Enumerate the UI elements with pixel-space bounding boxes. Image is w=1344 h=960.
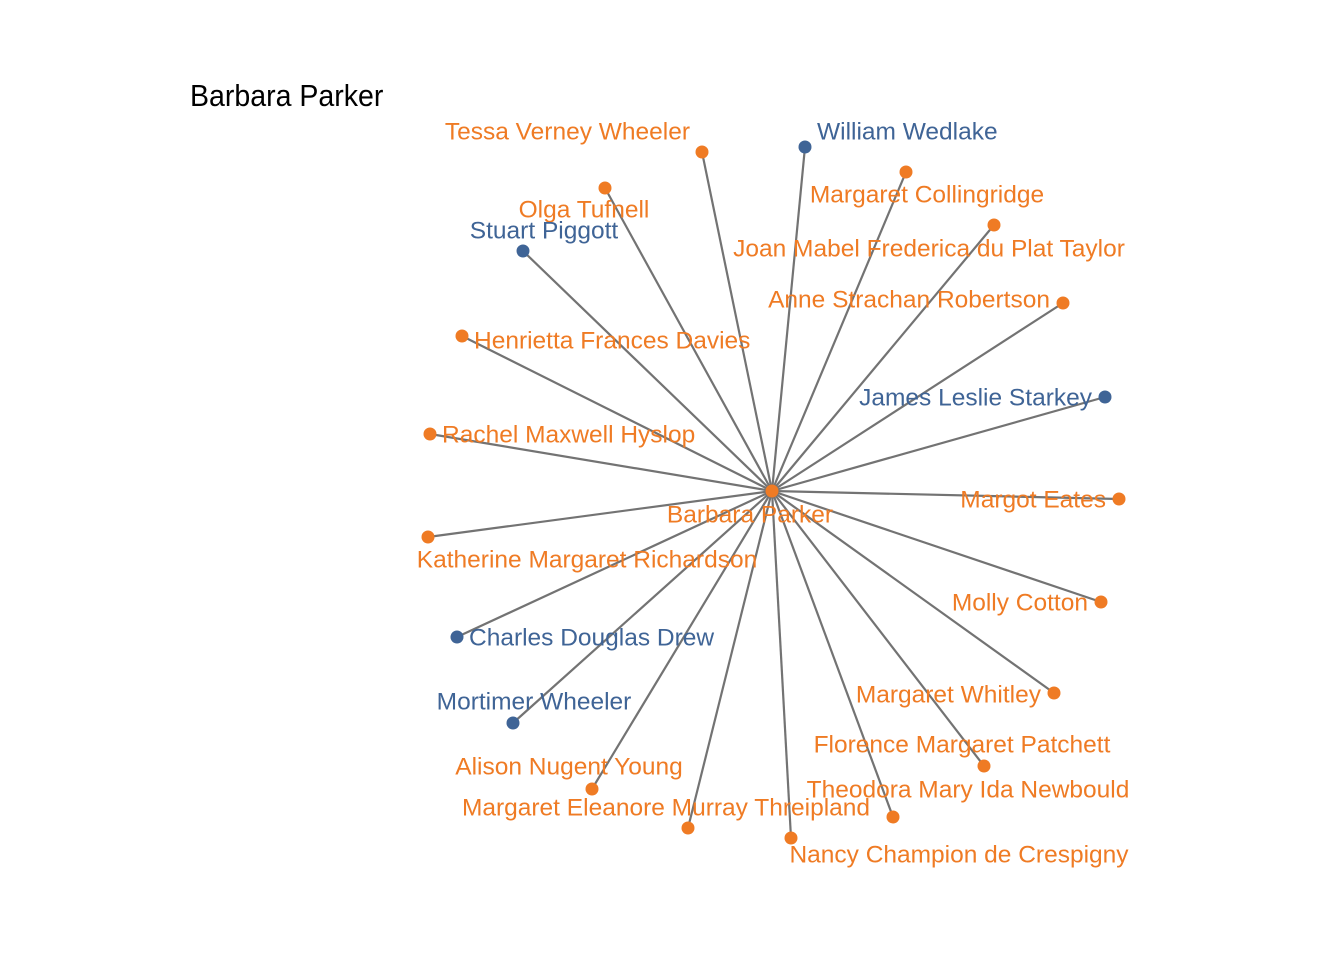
edge-william-wedlake (770, 146, 807, 492)
node-james-leslie-starkey (1098, 390, 1112, 404)
edge-james-leslie-starkey (771, 395, 1106, 493)
node-label-anne-strachan-robertson: Anne Strachan Robertson (768, 286, 1050, 313)
node-label-james-leslie-starkey: James Leslie Starkey (859, 384, 1093, 411)
node-barbara-parker (765, 484, 779, 498)
edge-mortimer-wheeler (512, 490, 773, 724)
node-label-margaret-whitley: Margaret Whitley (856, 681, 1042, 708)
node-label-margaret-eleanore-murray-threipland: Margaret Eleanore Murray Threipland (462, 794, 870, 821)
node-label-william-wedlake: William Wedlake (817, 118, 998, 145)
edge-katherine-margaret-richardson (427, 489, 773, 539)
edge-florence-margaret-patchett (771, 490, 985, 767)
node-label-katherine-margaret-richardson: Katherine Margaret Richardson (417, 546, 757, 573)
edge-alison-nugent-young (591, 490, 773, 790)
node-label-molly-cotton: Molly Cotton (952, 589, 1088, 616)
node-label-nancy-champion-de-crespigny: Nancy Champion de Crespigny (789, 841, 1129, 868)
edge-tessa-verney-wheeler (700, 151, 774, 492)
node-label-tessa-verney-wheeler: Tessa Verney Wheeler (445, 118, 690, 145)
node-margaret-collingridge (899, 165, 913, 179)
edge-nancy-champion-de-crespigny (770, 490, 793, 839)
edge-joan-mabel-frederica-du-plat-taylor (771, 224, 995, 492)
edge-olga-tufnell (604, 187, 773, 492)
nodes-layer (421, 140, 1126, 845)
node-alison-nugent-young (585, 782, 599, 796)
node-label-henrietta-frances-davies: Henrietta Frances Davies (474, 327, 750, 354)
node-mortimer-wheeler (506, 716, 520, 730)
node-label-margot-eates: Margot Eates (960, 486, 1106, 513)
node-label-barbara-parker: Barbara Parker (667, 501, 833, 528)
edges-layer (427, 146, 1120, 839)
diagram-title: Barbara Parker (190, 78, 384, 113)
edge-anne-strachan-robertson (771, 302, 1064, 492)
node-margaret-eleanore-murray-threipland (681, 821, 695, 835)
node-label-margaret-collingridge: Margaret Collingridge (810, 181, 1044, 208)
node-florence-margaret-patchett (977, 759, 991, 773)
node-tessa-verney-wheeler (695, 145, 709, 159)
node-rachel-maxwell-hyslop (423, 427, 437, 441)
edge-rachel-maxwell-hyslop (429, 432, 773, 493)
node-label-charles-douglas-drew: Charles Douglas Drew (469, 624, 714, 651)
node-charles-douglas-drew (450, 630, 464, 644)
edge-stuart-piggott (522, 250, 773, 492)
edge-margot-eates (771, 489, 1120, 501)
edge-henrietta-frances-davies (461, 335, 773, 492)
node-label-olga-tufnell: Olga Tufnell (519, 196, 650, 223)
node-joan-mabel-frederica-du-plat-taylor (987, 218, 1001, 232)
node-margot-eates (1112, 492, 1126, 506)
edge-molly-cotton (771, 489, 1102, 604)
node-henrietta-frances-davies (455, 329, 469, 343)
node-label-stuart-piggott: Stuart Piggott (470, 217, 619, 244)
node-anne-strachan-robertson (1056, 296, 1070, 310)
node-label-theodora-mary-ida-newbould: Theodora Mary Ida Newbould (807, 776, 1130, 803)
node-stuart-piggott (516, 244, 530, 258)
node-label-rachel-maxwell-hyslop: Rachel Maxwell Hyslop (442, 421, 695, 448)
node-william-wedlake (798, 140, 812, 154)
node-label-mortimer-wheeler: Mortimer Wheeler (437, 688, 632, 715)
edge-charles-douglas-drew (456, 490, 773, 638)
node-label-florence-margaret-patchett: Florence Margaret Patchett (814, 731, 1111, 758)
node-label-alison-nugent-young: Alison Nugent Young (455, 753, 683, 780)
node-molly-cotton (1094, 595, 1108, 609)
node-olga-tufnell (598, 181, 612, 195)
node-nancy-champion-de-crespigny (784, 831, 798, 845)
labels-layer: Tessa Verney Wheeler William Wedlake Marga… (417, 118, 1130, 868)
edge-margaret-collingridge (770, 171, 908, 492)
edge-margaret-whitley (771, 490, 1055, 694)
edge-margaret-eleanore-murray-threipland (686, 490, 774, 829)
edge-theodora-mary-ida-newbould (770, 490, 895, 818)
node-theodora-mary-ida-newbould (886, 810, 900, 824)
node-katherine-margaret-richardson (421, 530, 435, 544)
node-label-joan-mabel-frederica-du-plat-taylor: Joan Mabel Frederica du Plat Taylor (733, 235, 1125, 262)
node-margaret-whitley (1047, 686, 1061, 700)
